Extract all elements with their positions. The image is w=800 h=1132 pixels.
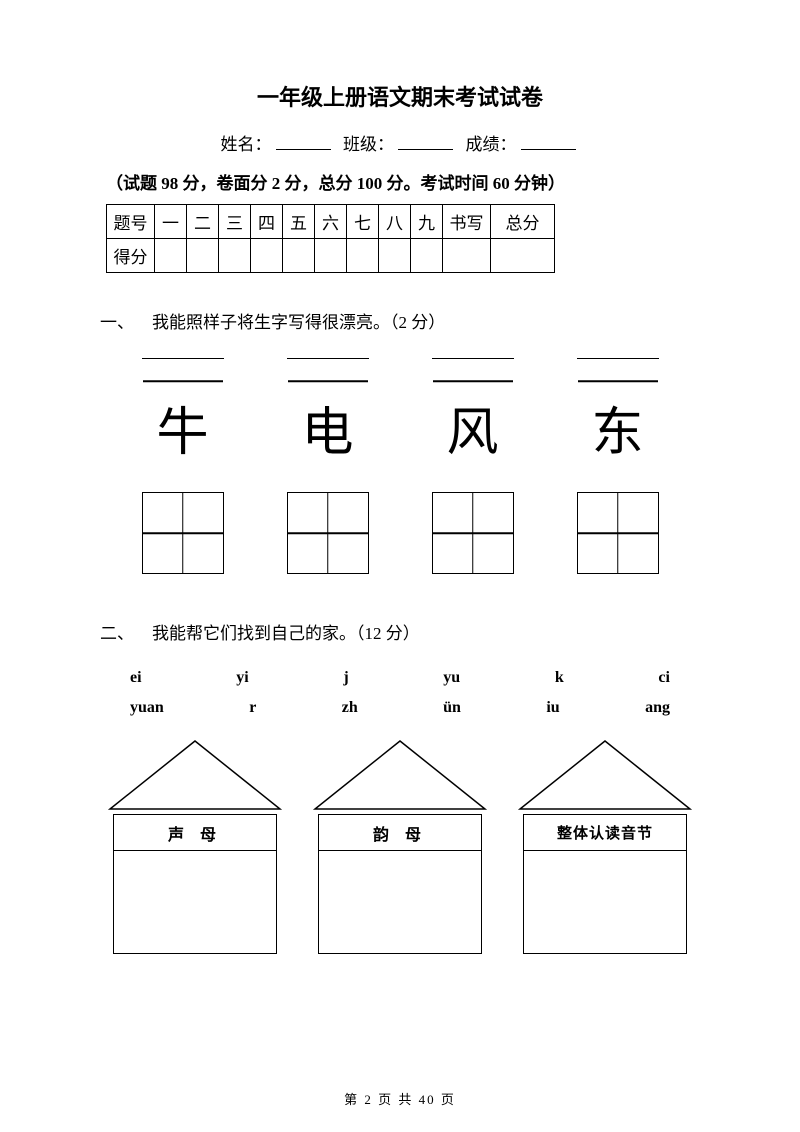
col-header: 九 [411, 205, 443, 239]
score-cell[interactable] [283, 239, 315, 273]
practice-char-row [110, 492, 690, 574]
pinyin-item: r [249, 699, 256, 717]
char-block: 东 [569, 358, 667, 462]
practice-half-grid [142, 358, 224, 404]
pinyin-item: ang [645, 699, 670, 717]
score-cell[interactable] [347, 239, 379, 273]
score-label: 成绩： [466, 135, 517, 154]
section2-heading: 二、我能帮它们找到自己的家。（12 分） [100, 619, 700, 644]
pinyin-item: yu [443, 669, 460, 687]
house-label: 韵 母 [319, 815, 481, 851]
section2-num: 二、 [100, 624, 134, 643]
score-cell[interactable] [315, 239, 347, 273]
class-label: 班级： [343, 135, 394, 154]
houses-row: 声 母 韵 母 整体认读音节 [106, 739, 694, 954]
score-cell[interactable] [187, 239, 219, 273]
table-row: 题号 一 二 三 四 五 六 七 八 九 书写 总分 [107, 205, 555, 239]
roof-icon [516, 739, 694, 811]
col-header: 总分 [491, 205, 555, 239]
char-block: 牛 [134, 358, 232, 462]
scoring-note: （试题 98 分，卷面分 2 分，总分 100 分。考试时间 60 分钟） [100, 169, 700, 194]
roof-icon [311, 739, 489, 811]
name-blank[interactable] [276, 136, 331, 150]
student-info-line: 姓名： 班级： 成绩： [100, 130, 700, 155]
pinyin-row-2: yuan r zh ün iu ang [130, 699, 670, 717]
pinyin-item: ün [443, 699, 461, 717]
roof-icon [106, 739, 284, 811]
score-cell[interactable] [491, 239, 555, 273]
col-header: 二 [187, 205, 219, 239]
house-yunmu: 韵 母 [311, 739, 489, 954]
char-block: 电 [279, 358, 377, 462]
house-label: 整体认读音节 [524, 815, 686, 851]
practice-grid[interactable] [287, 492, 369, 574]
pinyin-row-1: ei yi j yu k ci [130, 669, 670, 687]
char-block [279, 492, 377, 574]
pinyin-item: ci [658, 669, 670, 687]
example-char-row: 牛 电 风 东 [110, 358, 690, 462]
score-table: 题号 一 二 三 四 五 六 七 八 九 书写 总分 得分 [106, 204, 555, 273]
score-cell[interactable] [411, 239, 443, 273]
col-header: 三 [219, 205, 251, 239]
pinyin-item: j [343, 669, 348, 687]
practice-half-grid [432, 358, 514, 404]
col-header: 五 [283, 205, 315, 239]
example-char: 牛 [134, 408, 232, 460]
section1-text: 我能照样子将生字写得很漂亮。（2 分） [152, 313, 445, 332]
house-body[interactable]: 整体认读音节 [523, 814, 687, 954]
page-footer: 第 2 页 共 40 页 [0, 1089, 800, 1108]
col-header: 七 [347, 205, 379, 239]
practice-grid[interactable] [142, 492, 224, 574]
section2-text: 我能帮它们找到自己的家。（12 分） [152, 624, 420, 643]
house-zhengti: 整体认读音节 [516, 739, 694, 954]
col-header: 四 [251, 205, 283, 239]
score-cell[interactable] [251, 239, 283, 273]
practice-half-grid [287, 358, 369, 404]
table-row: 得分 [107, 239, 555, 273]
section1-heading: 一、我能照样子将生字写得很漂亮。（2 分） [100, 308, 700, 333]
col-header: 八 [379, 205, 411, 239]
practice-half-grid [577, 358, 659, 404]
pinyin-item: yuan [130, 699, 164, 717]
class-blank[interactable] [398, 136, 453, 150]
char-block [424, 492, 522, 574]
example-char: 电 [279, 408, 377, 460]
col-header: 六 [315, 205, 347, 239]
pinyin-item: k [555, 669, 564, 687]
score-cell[interactable] [219, 239, 251, 273]
pinyin-item: zh [342, 699, 358, 717]
char-block [569, 492, 667, 574]
score-cell[interactable] [443, 239, 491, 273]
pinyin-item: iu [546, 699, 559, 717]
house-body[interactable]: 韵 母 [318, 814, 482, 954]
char-block: 风 [424, 358, 522, 462]
char-block [134, 492, 232, 574]
score-blank[interactable] [521, 136, 576, 150]
pinyin-item: ei [130, 669, 142, 687]
example-char: 风 [424, 408, 522, 460]
house-shengmu: 声 母 [106, 739, 284, 954]
col-header: 一 [155, 205, 187, 239]
practice-grid[interactable] [577, 492, 659, 574]
house-label: 声 母 [114, 815, 276, 851]
example-char: 东 [569, 408, 667, 460]
house-body[interactable]: 声 母 [113, 814, 277, 954]
score-cell[interactable] [155, 239, 187, 273]
section1-num: 一、 [100, 313, 134, 332]
pinyin-item: yi [236, 669, 248, 687]
col-header: 书写 [443, 205, 491, 239]
page-title: 一年级上册语文期末考试试卷 [100, 80, 700, 112]
row-label: 题号 [107, 205, 155, 239]
practice-grid[interactable] [432, 492, 514, 574]
score-cell[interactable] [379, 239, 411, 273]
row-label: 得分 [107, 239, 155, 273]
name-label: 姓名： [221, 135, 272, 154]
